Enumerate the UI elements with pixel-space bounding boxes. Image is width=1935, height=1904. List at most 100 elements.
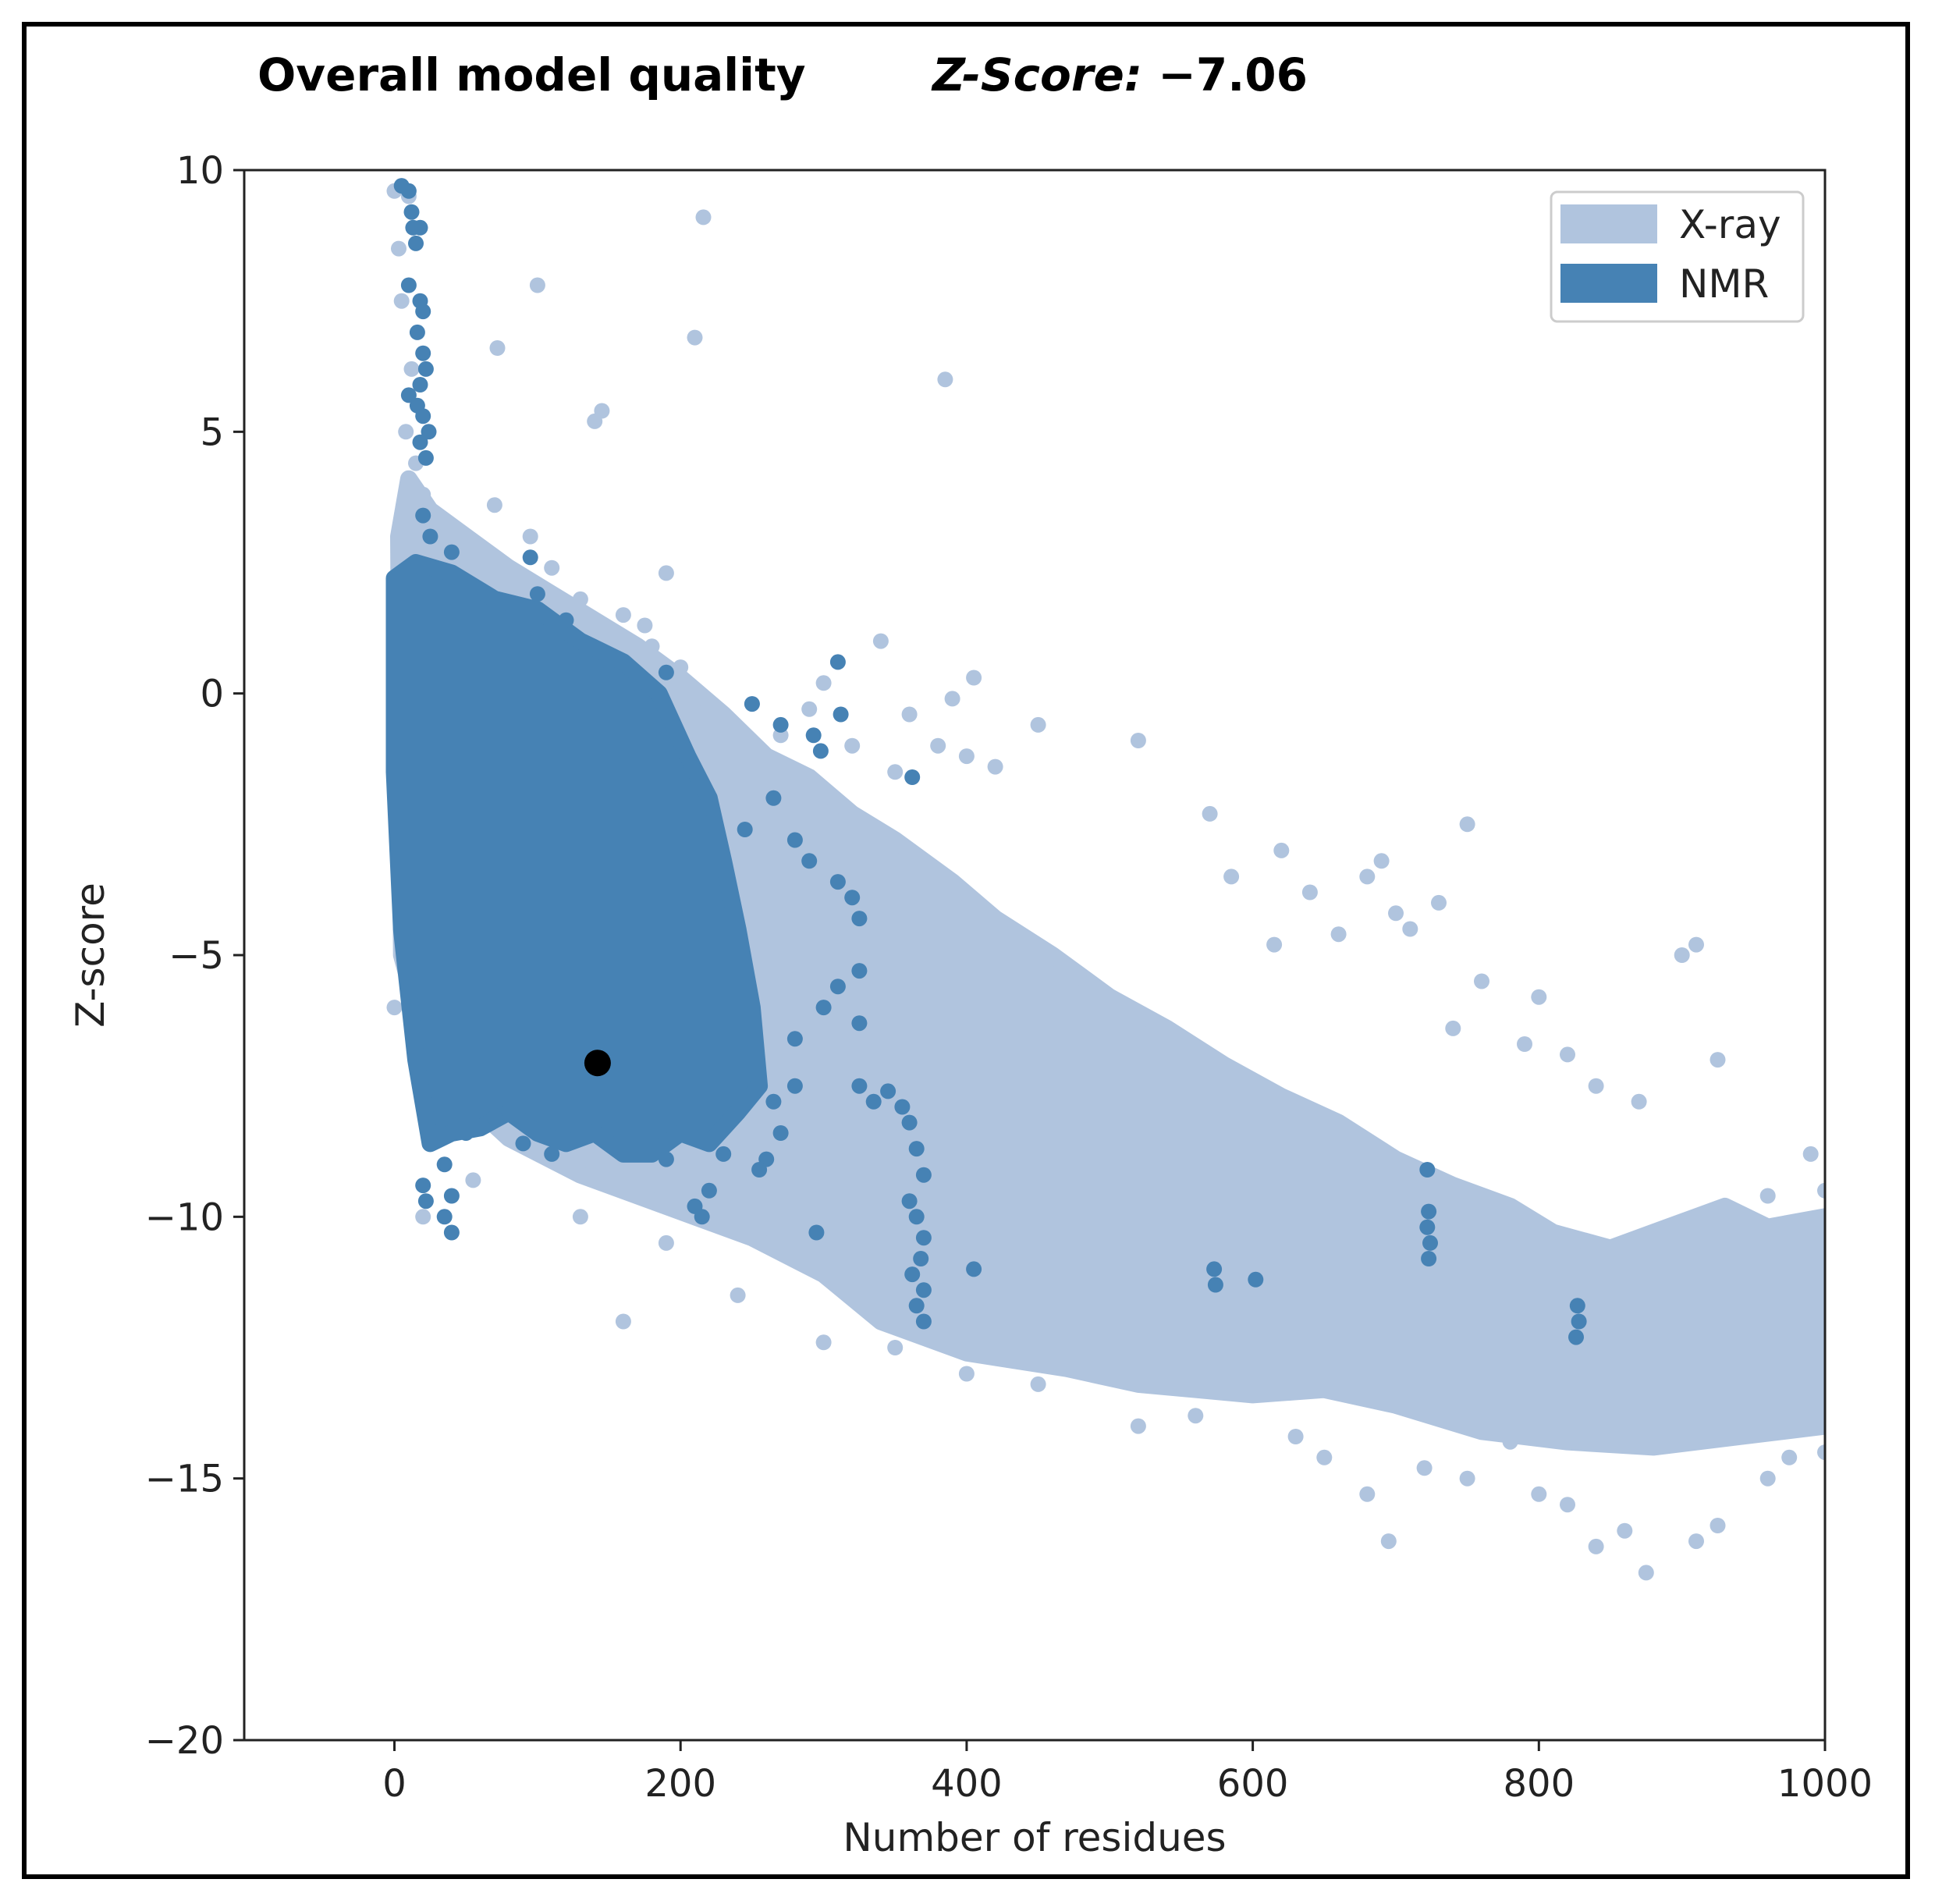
xray-point (1001, 1010, 1017, 1026)
y-tick-label: 0 (200, 673, 224, 716)
nmr-point (412, 434, 428, 450)
x-tick-label: 400 (931, 1762, 1003, 1806)
nmr-point (833, 706, 849, 723)
nmr-series (393, 178, 1587, 1345)
nmr-point (417, 361, 434, 377)
nmr-point (1421, 1203, 1437, 1220)
xray-point (887, 1340, 904, 1355)
xray-point (615, 1313, 631, 1330)
xray-point (872, 633, 889, 649)
xray-point (1759, 1470, 1776, 1487)
nmr-point (400, 183, 417, 199)
nmr-point (400, 387, 417, 403)
nmr-point (630, 1120, 646, 1136)
xray-point (1674, 947, 1690, 963)
xray-point (544, 559, 560, 576)
nmr-point (829, 874, 846, 890)
xray-point (644, 638, 660, 655)
xray-point (1795, 1371, 1812, 1387)
nmr-point (786, 832, 803, 848)
xray-point (987, 758, 1003, 775)
xray-point (937, 371, 953, 388)
xray-point (1588, 1538, 1604, 1554)
xray-point-cloud (390, 470, 1825, 1456)
xray-point (1588, 1078, 1604, 1094)
nmr-point (522, 549, 538, 566)
xray-point (1130, 733, 1146, 748)
nmr-point (751, 1162, 768, 1178)
nmr-point (966, 1261, 982, 1277)
xray-dense-region (390, 470, 1825, 1456)
y-axis-label: Z-score (68, 883, 113, 1028)
xray-series (386, 183, 1825, 1581)
nmr-point (415, 1178, 431, 1194)
xray-point (1531, 989, 1547, 1005)
xray-point (572, 591, 588, 607)
nmr-point (436, 1156, 453, 1173)
xray-point (1688, 936, 1704, 953)
xray-point (398, 424, 414, 440)
nmr-point (1568, 1329, 1584, 1345)
legend-label-nmr: NMR (1679, 261, 1769, 307)
xray-point (1431, 894, 1447, 911)
xray-point (393, 293, 410, 309)
nmr-point (808, 1224, 825, 1241)
y-tick-label: −20 (145, 1719, 224, 1763)
xray-point (1459, 1470, 1475, 1487)
nmr-point (915, 1313, 932, 1330)
nmr-point (772, 716, 789, 733)
nmr-point (1207, 1277, 1223, 1293)
nmr-point (1419, 1219, 1436, 1235)
xray-point (944, 691, 960, 707)
chart-title: Overall model quality (257, 48, 806, 101)
nmr-point (601, 654, 617, 670)
nmr-point (805, 727, 822, 744)
nmr-point (1569, 1298, 1585, 1314)
y-tick-label: −10 (145, 1195, 224, 1239)
xray-point (673, 659, 689, 676)
xray-point (1817, 1182, 1825, 1199)
nmr-point (417, 449, 434, 466)
current-model-series (584, 1050, 611, 1077)
xray-point (1287, 1429, 1304, 1444)
xray-point (1502, 1433, 1518, 1450)
xray-point (1373, 853, 1390, 869)
nmr-point (458, 1125, 474, 1141)
nmr-point (409, 324, 425, 340)
xray-point (815, 675, 832, 691)
nmr-point (486, 1109, 502, 1125)
current-model-point (584, 1050, 611, 1077)
xray-point (1273, 842, 1290, 858)
legend-label-xray: X-ray (1679, 202, 1781, 247)
xray-point (572, 1209, 588, 1225)
nmr-point (815, 1000, 832, 1016)
y-tick-label: −5 (169, 934, 224, 978)
nmr-point-cloud (385, 554, 769, 1163)
nmr-point (829, 979, 846, 995)
xray-point (1517, 1036, 1532, 1052)
xray-point (966, 670, 982, 686)
xray-point (594, 403, 610, 419)
x-tick-label: 0 (382, 1762, 407, 1806)
xray-point (801, 701, 818, 717)
nmr-point (1422, 1234, 1438, 1251)
nmr-point (408, 235, 424, 251)
xray-point (489, 340, 506, 356)
x-axis: 0 200 400 600 800 1000 (382, 1740, 1873, 1806)
nmr-point (908, 1298, 925, 1314)
nmr-point (786, 1078, 803, 1094)
xray-point (715, 712, 732, 728)
nmr-point (1248, 1271, 1264, 1288)
xray-point (637, 617, 653, 634)
xray-point (1560, 1046, 1575, 1063)
xray-point (1259, 1099, 1275, 1115)
xray-point (1445, 1020, 1461, 1036)
nmr-point (572, 1120, 588, 1136)
xray-point (695, 209, 712, 226)
nmr-point (908, 1209, 925, 1225)
legend-swatch-xray (1560, 204, 1657, 243)
xray-point (1759, 1188, 1776, 1204)
xray-point (730, 727, 746, 744)
nmr-point (422, 528, 438, 545)
